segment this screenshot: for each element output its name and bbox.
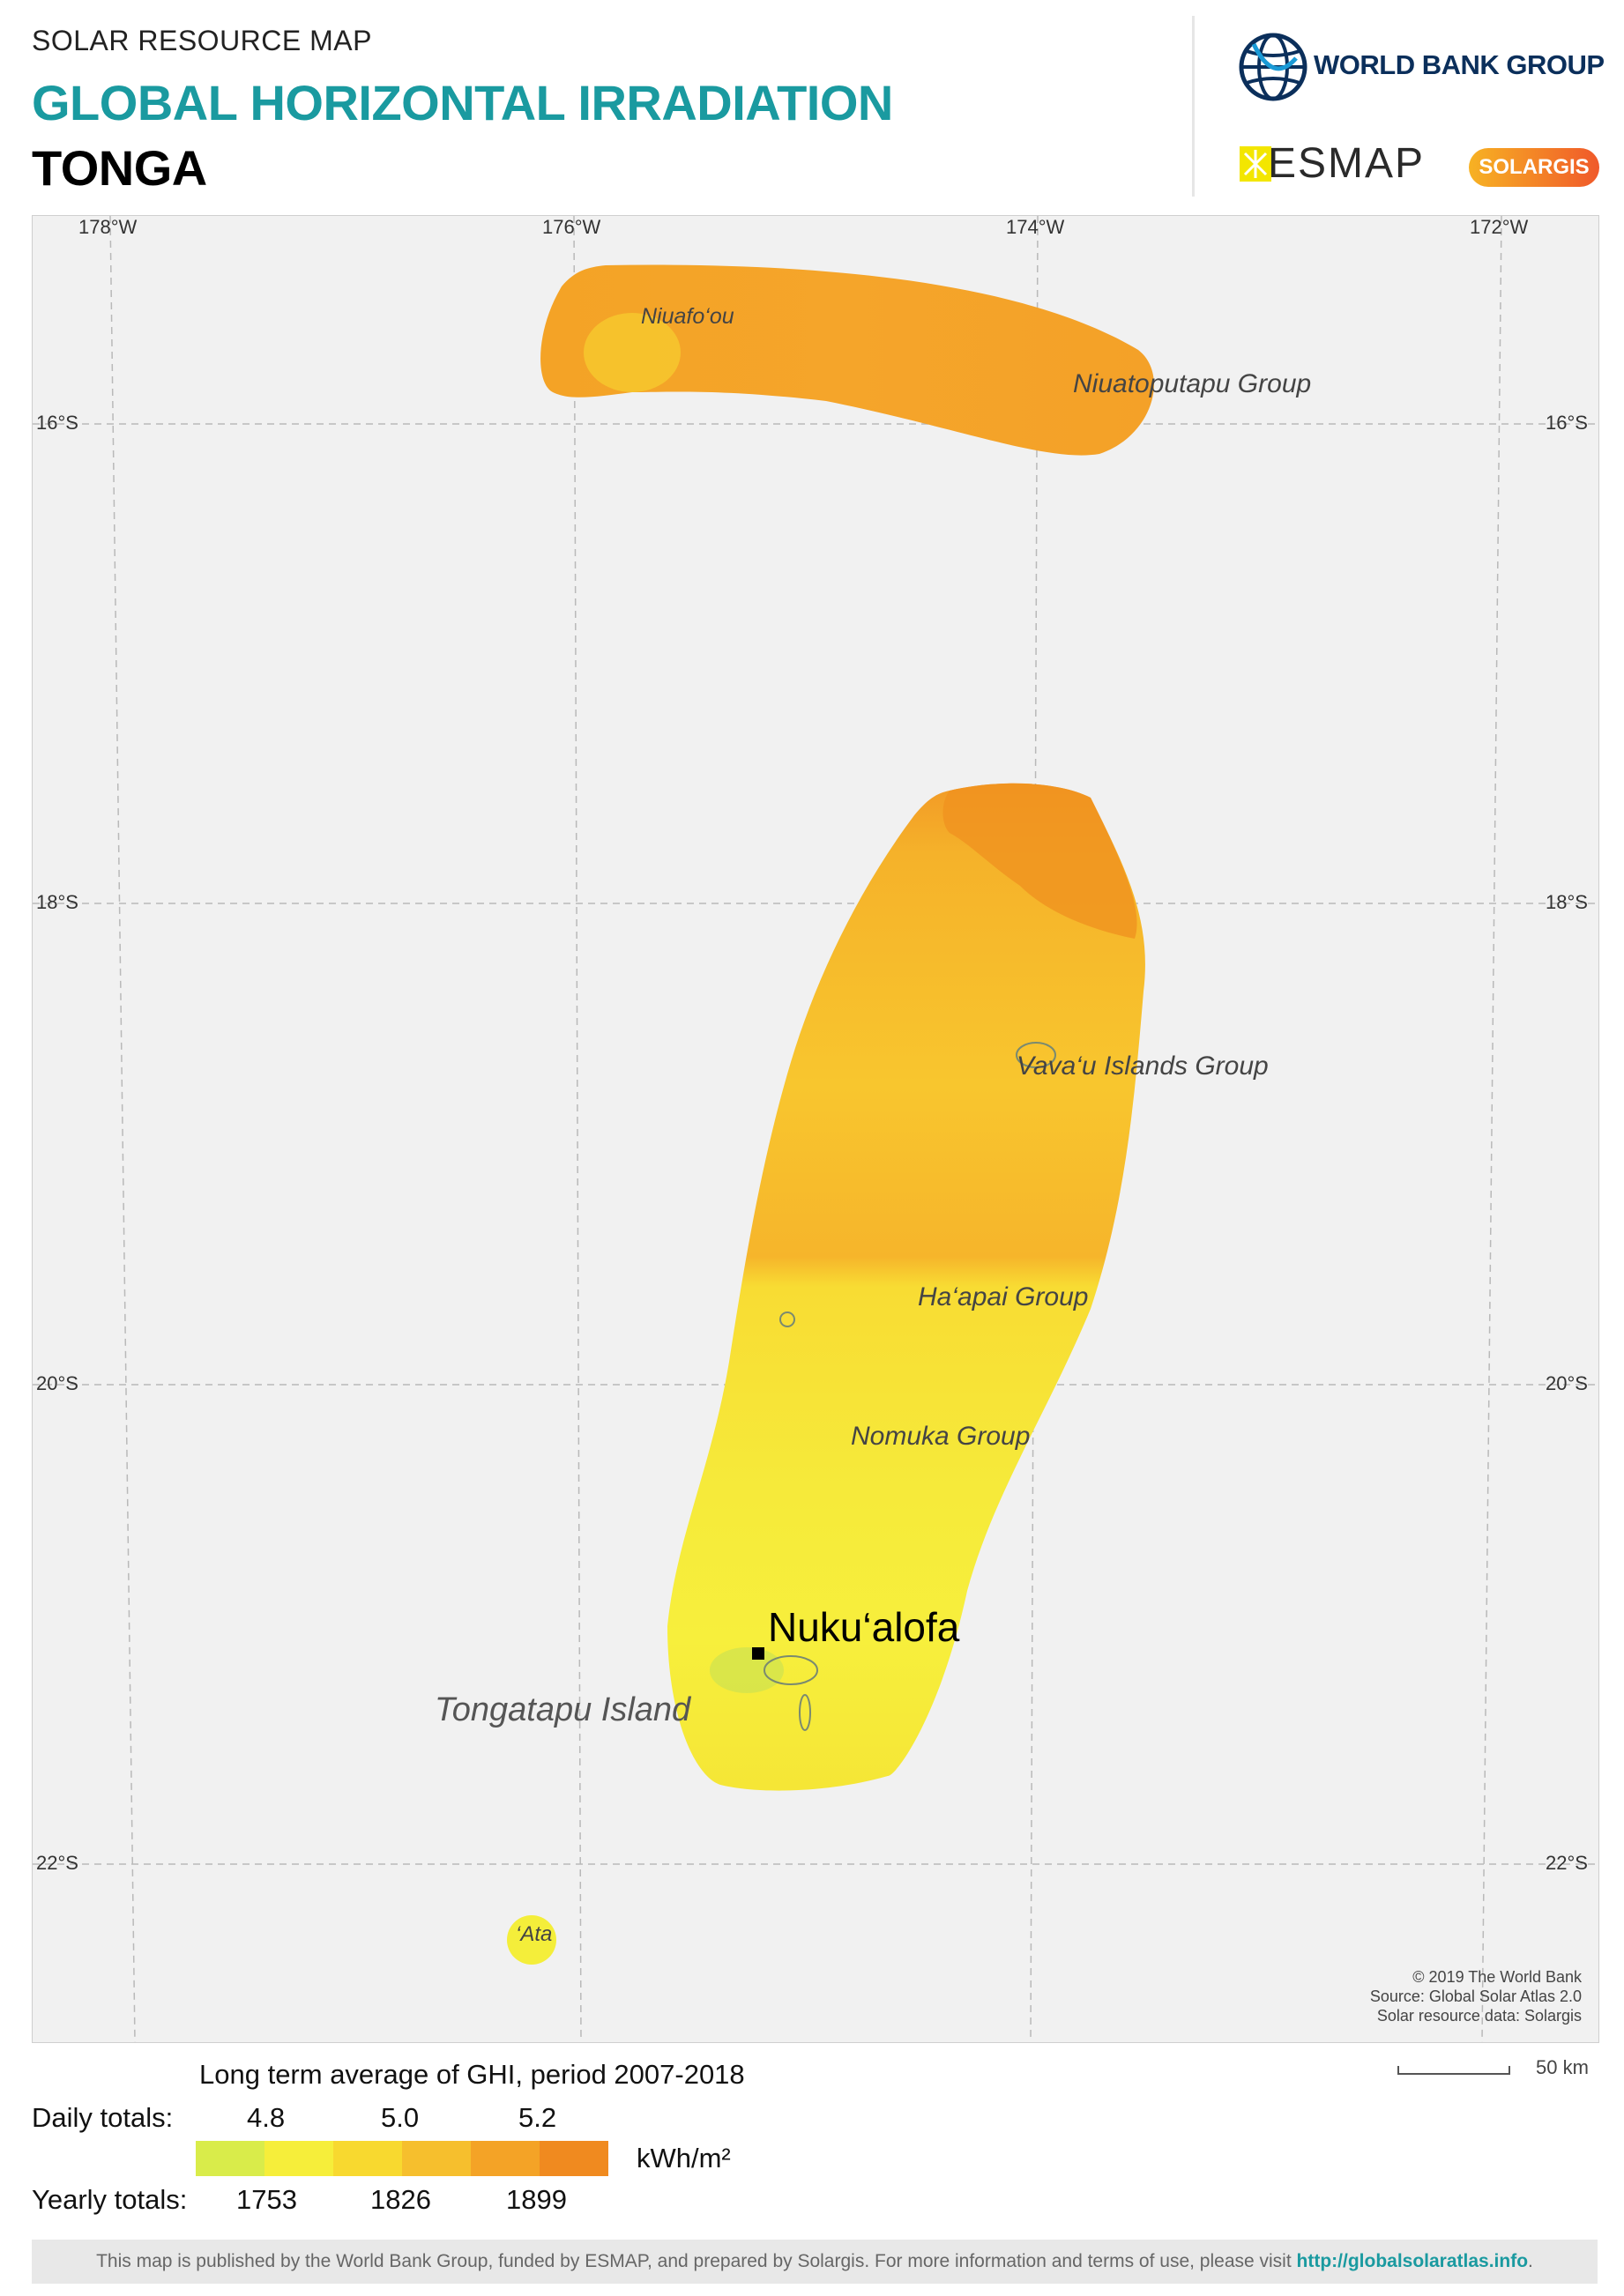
legend-title: Long term average of GHI, period 2007-20… <box>199 2059 745 2090</box>
legend-yearly-label: Yearly totals: <box>32 2184 188 2215</box>
esmap-logo-text: ESMAP <box>1268 140 1426 187</box>
lat-tick-20s-left: 20°S <box>36 1372 78 1394</box>
map-credits: © 2019 The World Bank Source: Global Sol… <box>1270 1967 1582 2025</box>
legend-swatch <box>471 2141 540 2176</box>
label-capital: Nuku‘alofa <box>768 1604 960 1650</box>
footer-bar: This map is published by the World Bank … <box>32 2240 1598 2284</box>
lat-tick-22s-right: 22°S <box>1546 1852 1588 1874</box>
legend-yearly-value: 1899 <box>506 2184 567 2215</box>
footer-link[interactable]: http://globalsolaratlas.info <box>1296 2251 1529 2271</box>
lat-tick-16s-left: 16°S <box>36 412 78 434</box>
legend-yearly-value: 1826 <box>370 2184 431 2215</box>
label-tongatapu: Tongatapu Island <box>435 1691 691 1728</box>
country-title: TONGA <box>32 140 207 196</box>
niuas-irradiation-zone <box>540 264 1154 456</box>
legend-swatch <box>264 2141 333 2176</box>
legend-daily-value: 5.0 <box>381 2102 420 2133</box>
legend-unit: kWh/m² <box>637 2143 731 2173</box>
vavau-northeast-orange-zone <box>942 783 1137 939</box>
lon-tick-174w: 174°W <box>1006 216 1065 238</box>
map-supertitle: SOLAR RESOURCE MAP <box>32 25 372 56</box>
lon-tick-178w: 178°W <box>78 216 138 238</box>
scale-label: 50 km <box>1536 2056 1589 2078</box>
map-panel: 178°W 176°W 174°W 172°W 16°S 16°S 18°S 1… <box>32 215 1599 2043</box>
tongatapu-green-spot <box>710 1647 784 1693</box>
legend-swatch <box>540 2141 608 2176</box>
legend-daily-value: 4.8 <box>247 2102 286 2133</box>
credit-line: © 2019 The World Bank <box>1412 1968 1582 1986</box>
legend-swatch <box>402 2141 471 2176</box>
ata-irradiation-zone <box>507 1915 556 1965</box>
lon-tick-172w: 172°W <box>1470 216 1529 238</box>
label-vavau: Vava‘u Islands Group <box>1017 1051 1269 1081</box>
footer-end: . <box>1528 2251 1533 2271</box>
capital-marker <box>752 1647 764 1660</box>
label-haapai: Ha‘apai Group <box>918 1282 1089 1311</box>
solargis-logo: SOLARGIS <box>1469 148 1599 187</box>
world-bank-globe-icon <box>1239 33 1307 101</box>
label-niuafoou: Niuafo‘ou <box>641 304 734 329</box>
island-outlines <box>764 1042 1056 1731</box>
map-canvas <box>33 216 1598 2042</box>
legend-daily-value: 5.2 <box>518 2102 557 2133</box>
label-niuatoputapu: Niuatoputapu Group <box>1073 369 1312 398</box>
label-ata: ‘Ata <box>516 1922 553 1946</box>
lat-tick-18s-right: 18°S <box>1546 891 1588 913</box>
scale-bar <box>1397 2066 1510 2075</box>
credit-line: Source: Global Solar Atlas 2.0 <box>1369 1988 1582 2005</box>
lat-tick-16s-right: 16°S <box>1546 412 1588 434</box>
credit-line: Solar resource data: Solargis <box>1376 2007 1582 2025</box>
lat-tick-22s-left: 22°S <box>36 1852 78 1874</box>
niuafoou-yellow-spot <box>584 313 681 392</box>
tonga-irradiation-zone <box>667 783 1145 1791</box>
footer-text: This map is published by the World Bank … <box>96 2251 1292 2271</box>
lat-tick-18s-left: 18°S <box>36 891 78 913</box>
lat-tick-20s-right: 20°S <box>1546 1372 1588 1394</box>
label-nomuka: Nomuka Group <box>851 1422 1031 1451</box>
header-separator <box>1192 16 1195 197</box>
legend-yearly-value: 1753 <box>236 2184 297 2215</box>
legend-swatch <box>333 2141 402 2176</box>
map-title: GLOBAL HORIZONTAL IRRADIATION <box>32 75 893 130</box>
world-bank-logo-text: WORLD BANK GROUP <box>1314 49 1605 80</box>
esmap-logo-icon <box>1240 146 1271 182</box>
legend-swatch <box>196 2141 264 2176</box>
legend-daily-label: Daily totals: <box>32 2102 174 2133</box>
lon-tick-176w: 176°W <box>542 216 601 238</box>
